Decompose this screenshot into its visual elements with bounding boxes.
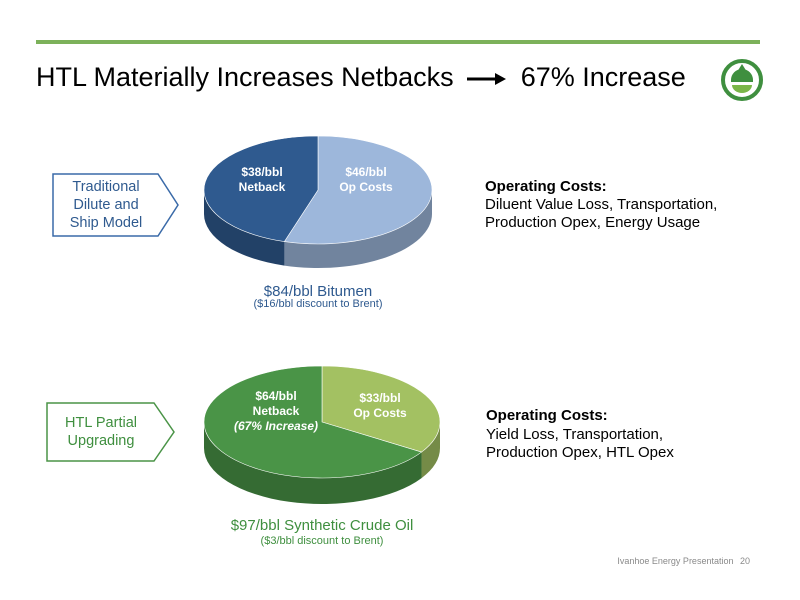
pie-slice: [203, 365, 423, 479]
model-label-box-1: [52, 173, 179, 237]
slide-title: HTL Materially Increases Netbacks 67% In…: [36, 62, 686, 93]
model-label-box-2: [46, 402, 175, 462]
model-label-line: Ship Model: [69, 215, 143, 231]
pie-slice-label: $64/bbl Netback (67% Increase): [234, 389, 318, 433]
model-label-line: HTL Partial: [65, 415, 137, 431]
company-logo-icon: [721, 59, 763, 101]
pie-slice: [203, 135, 319, 242]
chart-caption-2: $97/bbl Synthetic Crude Oil: [230, 517, 414, 534]
costs-text-1: Diluent Value Loss, Transportation, Prod…: [485, 196, 717, 232]
model-label-line: Dilute and: [73, 197, 139, 213]
title-right: 67% Increase: [520, 62, 686, 92]
pie-slice-side: [204, 422, 422, 504]
pie-slice-side: [204, 190, 285, 266]
model-label-1: Traditional Dilute and Ship Model: [52, 178, 160, 232]
model-label-line: Upgrading: [67, 433, 135, 449]
pie-slice-label: $38/bbl Netback: [239, 165, 286, 194]
model-label-line: Traditional: [72, 179, 140, 195]
title-left: HTL Materially Increases Netbacks: [36, 62, 454, 92]
top-accent-line: [36, 40, 760, 44]
pie-slice-side: [421, 422, 440, 479]
right-arrow-icon: [467, 72, 507, 85]
pie-chart-2: $33/bbl Op Costs $64/bbl Netback (67% Increa…: [203, 365, 441, 504]
costs-heading-1: Operating Costs:: [485, 178, 607, 195]
pie-slice: [321, 365, 441, 453]
chart-caption-1: $84/bbl Bitumen: [263, 283, 373, 300]
costs-text-2: Yield Loss, Transportation, Production O…: [486, 426, 674, 462]
pie-chart-1: $46/bbl Op Costs $38/bbl Netback: [203, 135, 433, 268]
pie-slice-side: [284, 190, 432, 268]
costs-line: Production Opex, Energy Usage: [485, 214, 701, 231]
costs-line: Production Opex, HTL Opex: [486, 444, 674, 461]
chart-subcaption-1: ($16/bbl discount to Brent): [253, 298, 383, 310]
page-number: 20: [739, 556, 750, 566]
costs-line: Diluent Value Loss, Transportation,: [485, 196, 718, 213]
pie-slice: [283, 135, 433, 245]
costs-heading-2: Operating Costs:: [486, 407, 608, 424]
chart-subcaption-2: ($3/bbl discount to Brent): [260, 535, 384, 547]
footer-text: Ivanhoe Energy Presentation: [617, 556, 734, 566]
pie-slice-label: $46/bbl Op Costs: [339, 165, 393, 194]
model-label-2: HTL Partial Upgrading: [46, 414, 156, 450]
costs-line: Yield Loss, Transportation,: [486, 426, 664, 443]
footer: Ivanhoe Energy Presentation 20: [617, 556, 750, 566]
pie-slice-label: $33/bbl Op Costs: [353, 391, 407, 420]
